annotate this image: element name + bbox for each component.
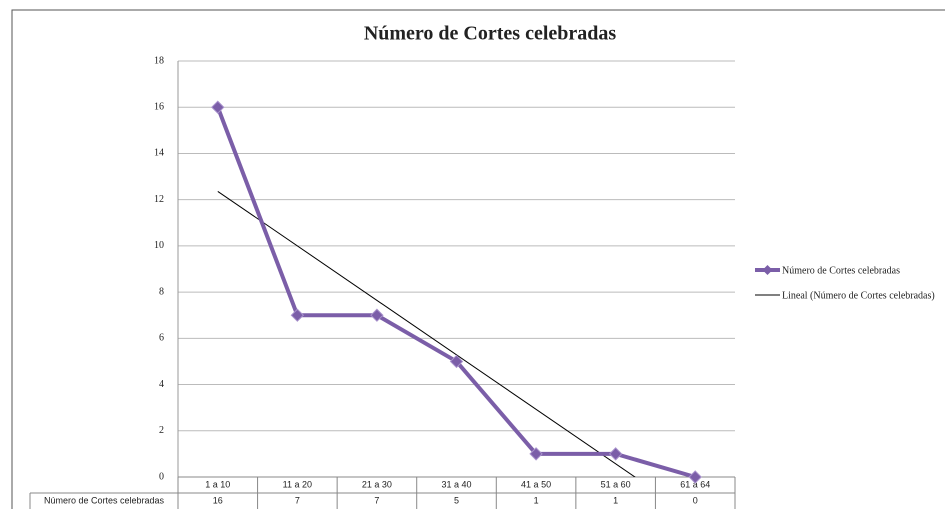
chart-title: Número de Cortes celebradas: [364, 23, 617, 45]
x-tick-label: 31 a 40: [441, 479, 471, 489]
marker: [529, 447, 543, 461]
table-value: 5: [454, 495, 459, 505]
x-tick-label: 11 a 20: [283, 479, 312, 489]
x-tick-label: 51 a 60: [601, 479, 631, 489]
legend-label: Número de Cortes celebradas: [782, 265, 900, 276]
table-value: 1: [534, 495, 539, 505]
marker: [608, 447, 623, 461]
y-tick-label: 16: [154, 102, 164, 113]
table-value: 16: [213, 495, 223, 505]
y-tick-label: 8: [159, 286, 164, 297]
table-row-label: Número de Cortes celebradas: [44, 495, 165, 505]
y-tick-label: 4: [159, 379, 164, 390]
y-tick-label: 2: [159, 425, 164, 436]
table-value: 7: [374, 495, 379, 505]
x-tick-label: 1 a 10: [205, 479, 230, 489]
table-value: 0: [693, 495, 698, 505]
marker: [211, 100, 225, 114]
legend-marker: [762, 265, 773, 275]
frame: [11, 9, 945, 509]
y-tick-label: 14: [154, 148, 164, 159]
marker: [688, 470, 702, 484]
y-tick-label: 12: [154, 194, 164, 205]
marker: [449, 354, 464, 369]
marker: [370, 308, 384, 322]
table-value: 7: [295, 495, 300, 505]
legend-label: Lineal (Número de Cortes celebradas): [782, 290, 935, 301]
x-tick-label: 41 a 50: [521, 479, 551, 489]
y-tick-label: 18: [154, 55, 164, 66]
y-tick-label: 0: [159, 471, 164, 482]
y-tick-label: 10: [154, 240, 164, 251]
table-value: 1: [613, 495, 618, 505]
trend-group: [217, 191, 636, 477]
x-tick-label: 21 a 30: [362, 479, 392, 489]
marker: [290, 308, 305, 322]
x-tick-label: 61 a 64: [680, 479, 710, 489]
trendline: [217, 191, 636, 477]
y-tick-label: 6: [159, 333, 164, 344]
